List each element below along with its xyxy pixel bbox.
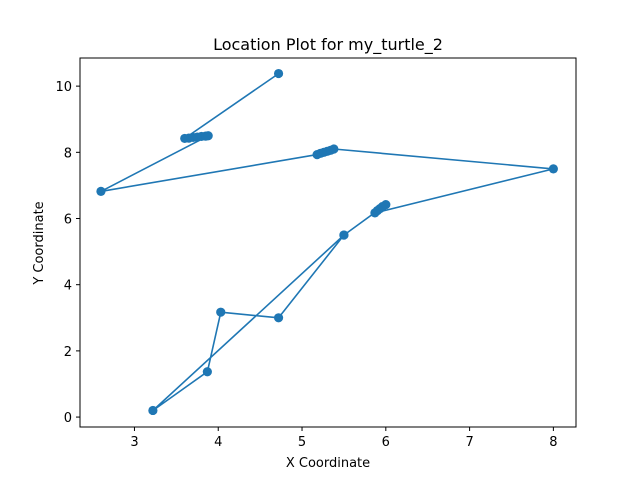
data-point [339, 230, 349, 240]
data-point [96, 186, 106, 196]
data-point [273, 68, 284, 79]
data-point [216, 307, 226, 317]
plot-area [79, 57, 577, 428]
x-tick-label: 4 [214, 435, 222, 450]
y-tick-label: 4 [64, 279, 72, 294]
y-tick-label: 0 [64, 411, 72, 426]
x-tick-label: 5 [298, 435, 306, 450]
data-point [548, 164, 558, 174]
y-axis-label: Y Coordinate [32, 201, 47, 285]
data-point [148, 405, 158, 416]
x-axis: 3 4 5 6 7 8 [130, 427, 558, 450]
x-tick-label: 7 [465, 435, 473, 450]
x-tick-label: 3 [130, 435, 138, 450]
series-layer [96, 68, 558, 416]
y-tick-label: 8 [64, 146, 72, 161]
data-point [329, 144, 339, 154]
data-point [202, 367, 212, 377]
y-tick-label: 2 [64, 345, 72, 360]
y-tick-label: 10 [55, 80, 72, 95]
data-point [381, 200, 391, 210]
y-tick-label: 6 [64, 213, 72, 228]
y-axis: 0 2 4 6 8 10 [55, 80, 80, 426]
x-tick-label: 8 [549, 435, 557, 450]
chart-title: Location Plot for my_turtle_2 [213, 35, 443, 55]
x-axis-label: X Coordinate [286, 456, 370, 471]
axes-frame [79, 57, 577, 428]
data-point [273, 313, 284, 323]
data-point [203, 131, 213, 141]
x-tick-label: 6 [382, 435, 390, 450]
